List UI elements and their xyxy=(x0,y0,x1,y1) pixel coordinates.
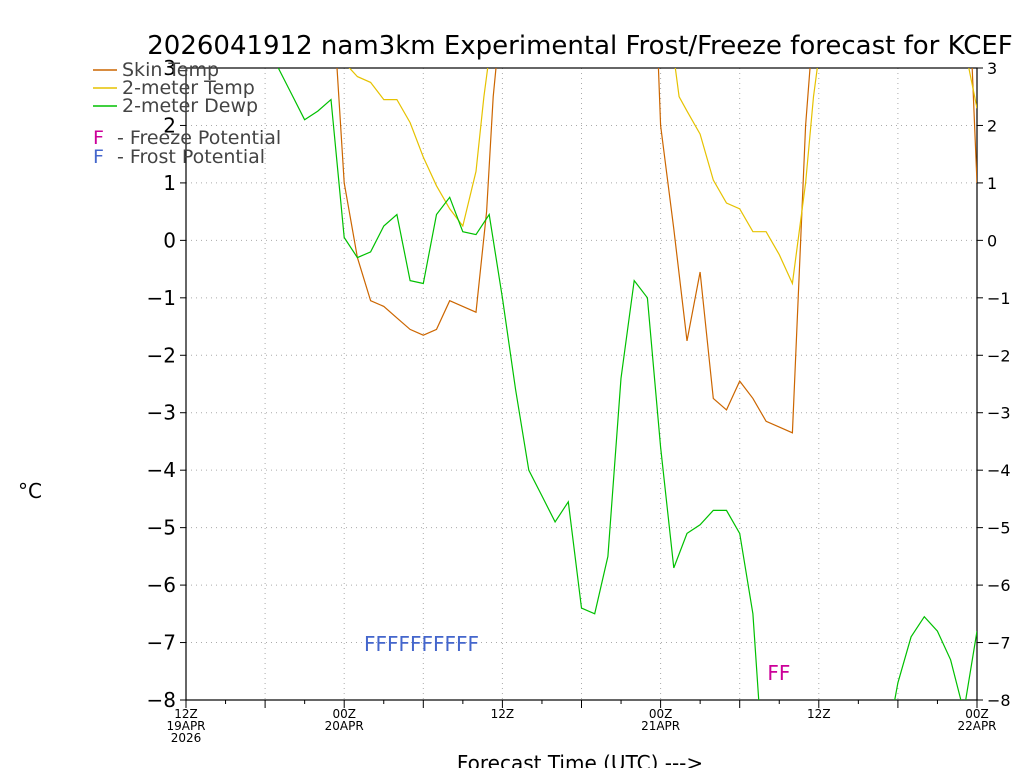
series-line-2-meter-dewp xyxy=(277,68,977,700)
y-tick-label: −4 xyxy=(147,458,176,482)
x-tick-label: 20APR xyxy=(325,719,364,733)
y-tick-label-right: −5 xyxy=(987,519,1011,538)
y-tick-label: −8 xyxy=(147,688,176,712)
x-tick-label: 21APR xyxy=(641,719,680,733)
y-tick-label: −1 xyxy=(147,286,176,310)
x-tick-label: 00Z xyxy=(332,707,356,721)
series-line-skin-temp xyxy=(336,68,977,434)
y-axis-left: −8 −7 −6 −5 −4 −3 −2 −1 0 1 2 3 xyxy=(147,56,186,712)
y-tick-label-right: 3 xyxy=(987,59,997,78)
chart-title: 2026041912 nam3km Experimental Frost/Fre… xyxy=(147,31,1013,61)
legend-flag-letter: F xyxy=(93,146,104,168)
y-axis-right: −8 −7 −6 −5 −4 −3 −2 −1 0 1 2 3 xyxy=(977,59,1011,710)
flag-marker: FF xyxy=(767,661,790,685)
legend-label: Skin Temp xyxy=(122,59,219,81)
flag-marker: FFFFFFFFFF xyxy=(364,632,479,656)
y-tick-label: 3 xyxy=(163,56,176,80)
x-tick-label: 12Z xyxy=(174,707,198,721)
y-tick-label-right: 2 xyxy=(987,116,997,135)
x-tick-label: 2026 xyxy=(171,731,202,745)
series-lines xyxy=(277,68,977,700)
y-tick-label: −7 xyxy=(147,631,176,655)
y-tick-label-right: −3 xyxy=(987,404,1011,423)
x-axis-label: Forecast Time (UTC) ---> xyxy=(457,751,703,768)
y-tick-label: 0 xyxy=(163,228,176,252)
legend-flag-label: - Frost Potential xyxy=(117,146,265,168)
x-tick-label: 19APR xyxy=(166,719,205,733)
x-tick-label: 22APR xyxy=(957,719,996,733)
y-axis-label: °C xyxy=(18,479,42,503)
y-tick-label-right: −7 xyxy=(987,634,1011,653)
y-tick-label-right: −1 xyxy=(987,289,1011,308)
y-tick-label: −6 xyxy=(147,573,176,597)
legend-label: 2-meter Temp xyxy=(122,77,255,99)
y-tick-label-right: −8 xyxy=(987,691,1011,710)
x-tick-label: 00Z xyxy=(965,707,989,721)
y-tick-label-right: 1 xyxy=(987,174,997,193)
y-tick-label: 2 xyxy=(163,113,176,137)
y-tick-label-right: 0 xyxy=(987,231,997,250)
y-tick-label-right: −4 xyxy=(987,461,1011,480)
y-tick-label-right: −2 xyxy=(987,346,1011,365)
legend-flag-label: - Freeze Potential xyxy=(117,127,281,149)
y-tick-label: −2 xyxy=(147,343,176,367)
x-tick-label: 12Z xyxy=(491,707,515,721)
legend-flag-letter: F xyxy=(93,127,104,149)
y-tick-label: 1 xyxy=(163,171,176,195)
y-tick-label: −3 xyxy=(147,401,176,425)
y-tick-label-right: −6 xyxy=(987,576,1011,595)
legend-label: 2-meter Dewp xyxy=(122,95,258,117)
x-tick-label: 00Z xyxy=(649,707,673,721)
x-tick-label: 12Z xyxy=(807,707,831,721)
grid xyxy=(186,68,977,700)
y-tick-label: −5 xyxy=(147,516,176,540)
series-line-2-meter-temp xyxy=(348,68,977,286)
